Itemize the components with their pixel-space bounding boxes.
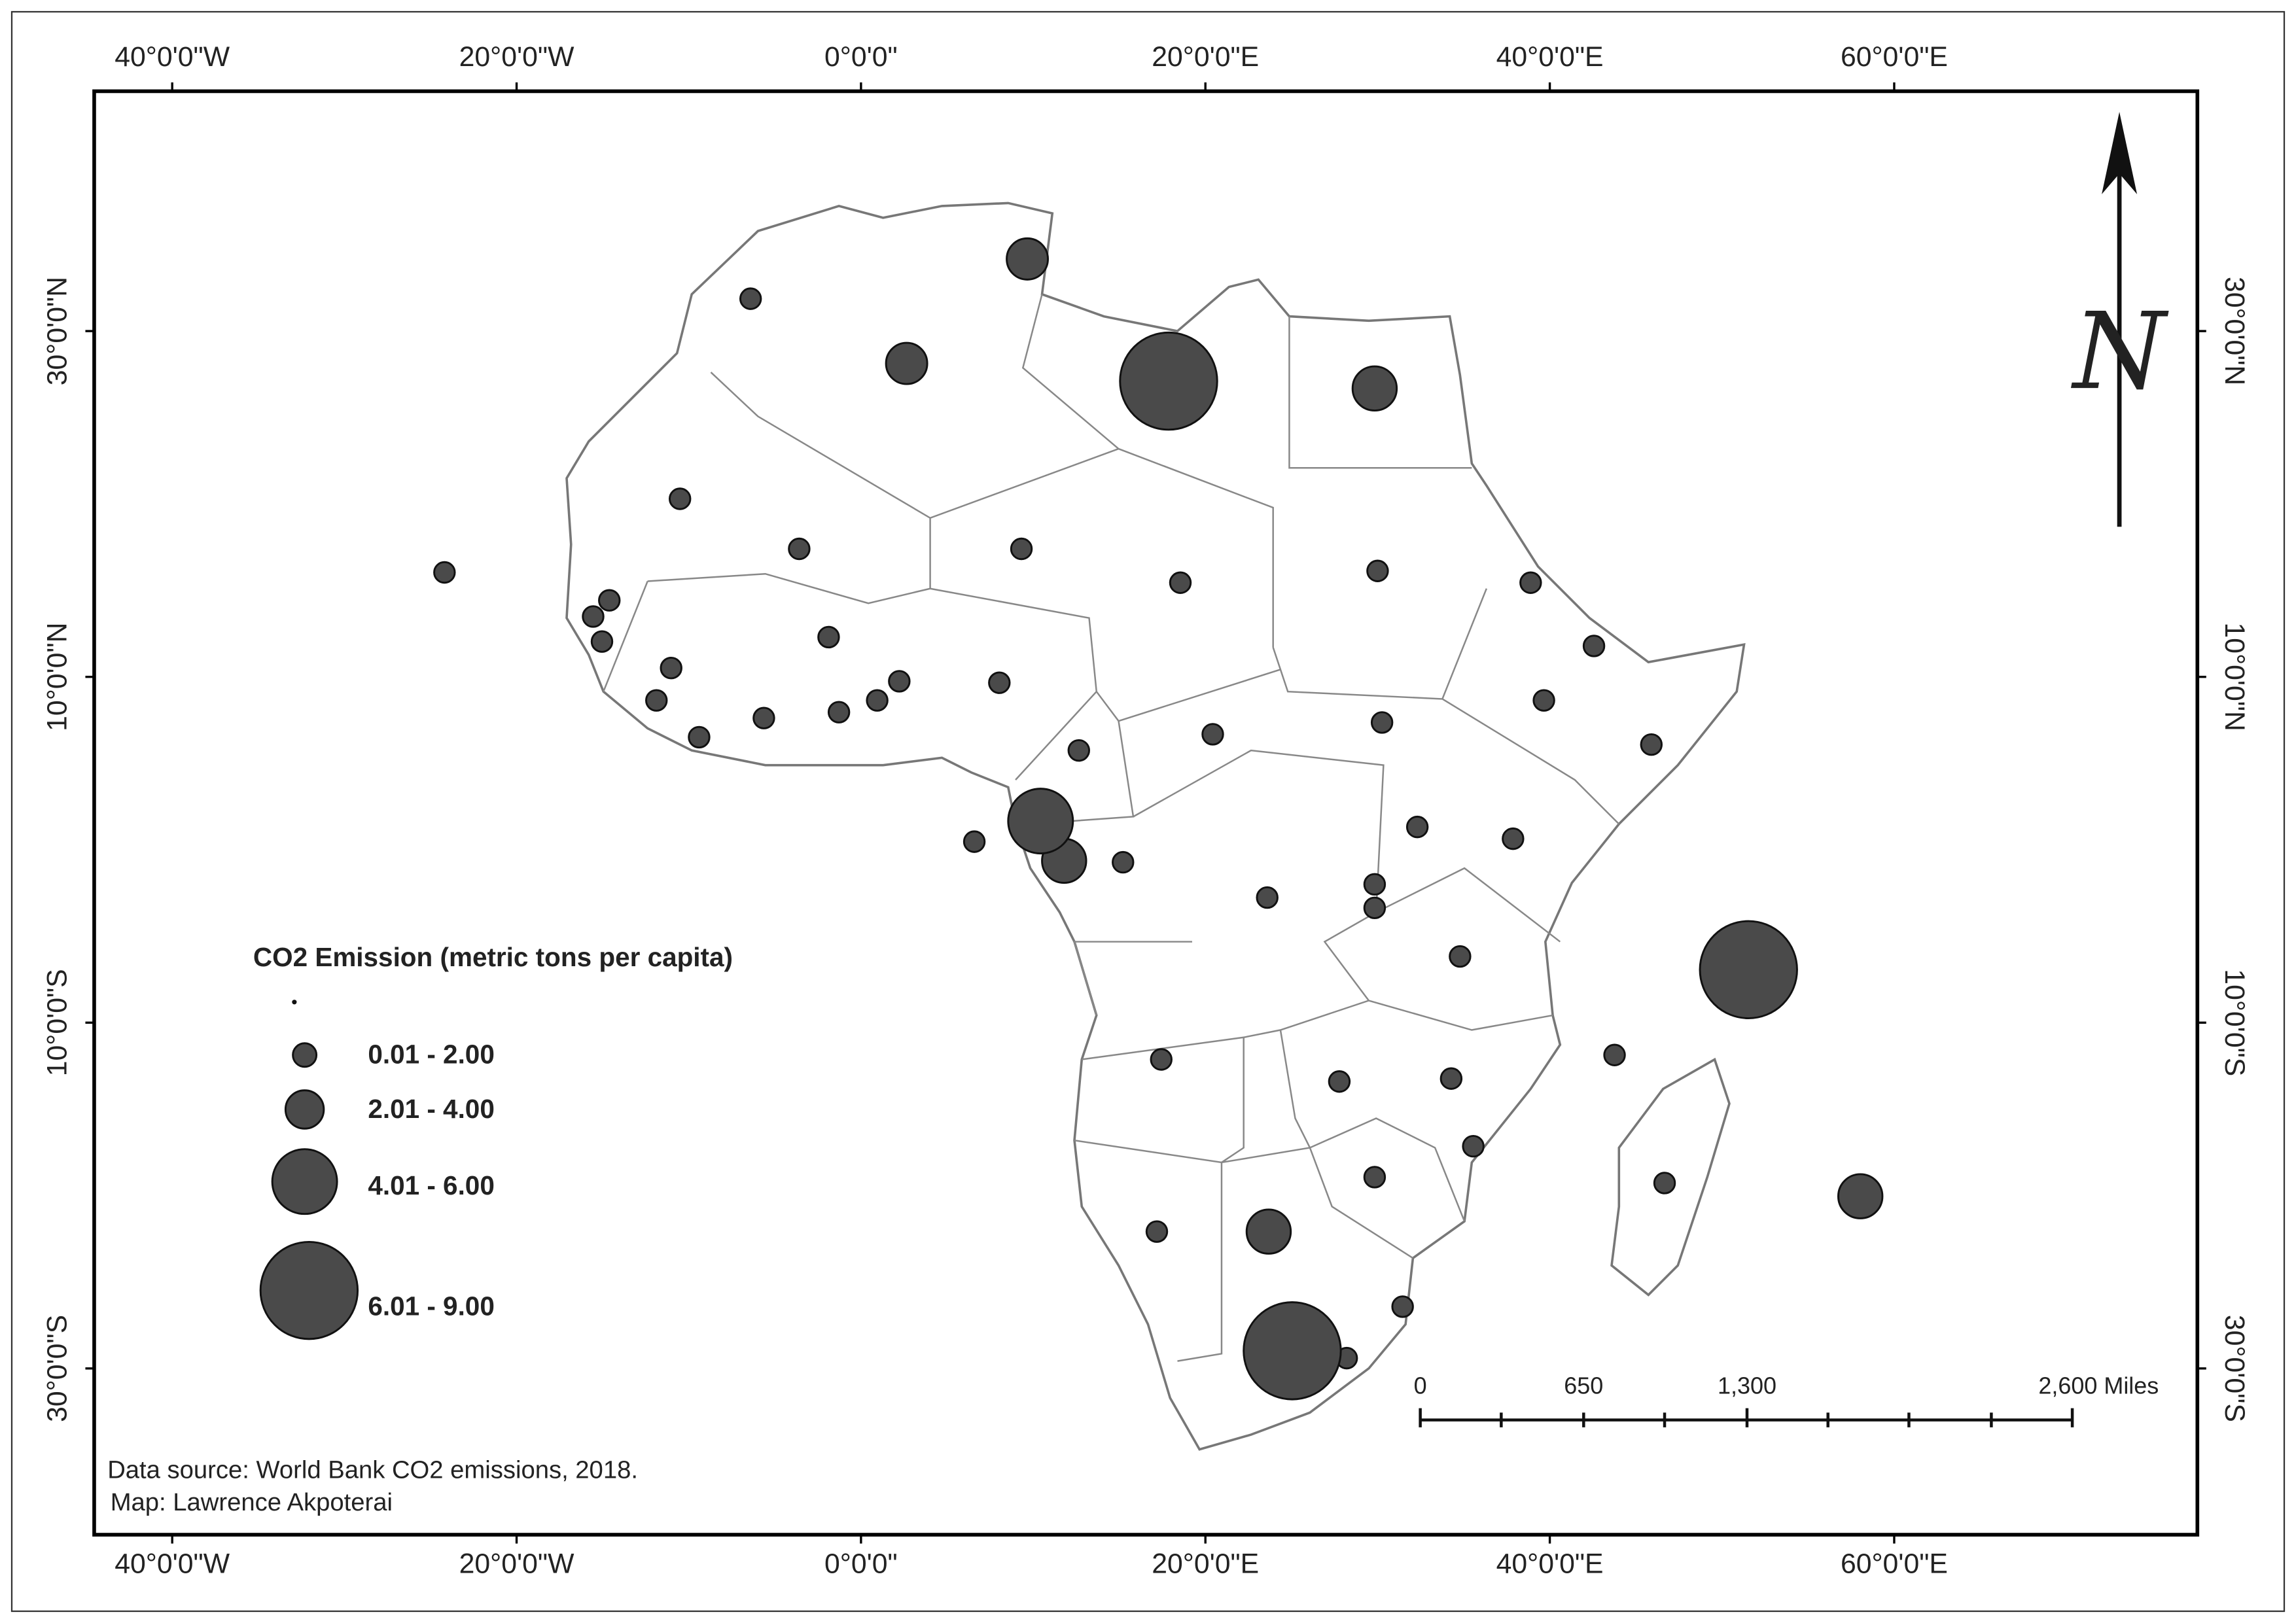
lon-label: 40°0'0"W: [115, 41, 230, 73]
symbol: [1256, 886, 1279, 909]
symbol: [1145, 1220, 1169, 1243]
lat-label: 10°0'0"N: [2219, 623, 2250, 731]
symbol: [1119, 331, 1218, 431]
symbol: [1243, 1301, 1342, 1401]
symbol: [1363, 1166, 1386, 1189]
symbol: [988, 671, 1011, 694]
symbol: [1150, 1048, 1173, 1071]
symbol: [433, 561, 456, 584]
symbol: [1391, 1295, 1414, 1318]
symbol: [1006, 237, 1050, 281]
symbol: [645, 689, 668, 712]
symbol: [1532, 689, 1555, 712]
symbol: [1653, 1172, 1676, 1195]
legend-symbol: [259, 1240, 359, 1340]
symbol: [1439, 1067, 1463, 1090]
symbol: [1007, 788, 1074, 855]
data-source: Data source: World Bank CO2 emissions, 2…: [107, 1456, 638, 1484]
lon-label: 40°0'0"E: [1496, 1548, 1604, 1580]
lon-label: 20°0'0"E: [1152, 41, 1259, 73]
symbol: [866, 689, 889, 712]
symbol: [1112, 850, 1135, 874]
symbol: [1370, 711, 1394, 734]
lat-label: 30°0'0"N: [2219, 277, 2250, 385]
symbol: [1351, 365, 1398, 412]
symbol: [582, 605, 605, 628]
lon-label: 40°0'0"E: [1496, 41, 1604, 73]
lon-label: 0°0'0": [824, 41, 898, 73]
map-author: Map: Lawrence Akpoterai: [111, 1488, 393, 1516]
lon-label: 0°0'0": [824, 1548, 898, 1580]
symbol: [1010, 537, 1033, 561]
lon-label: 20°0'0"W: [459, 1548, 574, 1580]
symbols: [433, 237, 1884, 1401]
lon-label: 60°0'0"E: [1841, 1548, 1948, 1580]
africa: [565, 201, 1746, 1451]
symbol: [1462, 1135, 1485, 1158]
lon-label: 60°0'0"E: [1841, 41, 1948, 73]
symbol: [1067, 739, 1090, 762]
lat-label: 10°0'0"N: [41, 623, 73, 731]
legend-title: CO2 Emission (metric tons per capita): [253, 942, 733, 972]
lat-label: 30°0'0"N: [41, 277, 73, 385]
lat-label: 30°0'0"S: [41, 1315, 73, 1422]
symbol: [598, 589, 621, 612]
legend-label: 6.01 - 9.00: [368, 1291, 495, 1321]
legend-label: 0.01 - 2.00: [368, 1039, 495, 1070]
scale-label: 1,300: [1718, 1372, 1776, 1399]
scale-label: 650: [1564, 1372, 1603, 1399]
scale-label: 2,600 Miles: [2038, 1372, 2159, 1399]
symbol: [788, 537, 811, 561]
symbol: [1328, 1070, 1351, 1093]
symbol: [668, 487, 692, 510]
legend-symbol: [292, 1042, 318, 1068]
symbol: [752, 707, 775, 729]
symbol: [963, 830, 986, 853]
scale-ticks: [1419, 1408, 2074, 1427]
lat-label: 10°0'0"S: [41, 969, 73, 1076]
symbol: [1363, 896, 1386, 920]
symbol: [1699, 920, 1798, 1019]
symbol: [590, 630, 614, 653]
lat-label: 30°0'0"S: [2219, 1315, 2250, 1422]
north-head: [2102, 111, 2138, 194]
legend-label: 2.01 - 4.00: [368, 1094, 495, 1124]
lon-label: 20°0'0"W: [459, 41, 574, 73]
symbol: [1640, 733, 1663, 756]
legend-dot: [292, 1000, 297, 1005]
lon-label: 40°0'0"W: [115, 1548, 230, 1580]
symbol: [1201, 723, 1224, 746]
north-arrow: N: [2070, 111, 2169, 527]
symbol: [885, 341, 928, 385]
legend-label: 4.01 - 6.00: [368, 1170, 495, 1200]
north-label: N: [2070, 290, 2169, 413]
scale-label: 0: [1414, 1372, 1427, 1399]
symbol: [1603, 1043, 1626, 1066]
symbol: [888, 670, 911, 693]
symbol: [1502, 827, 1525, 850]
legend-symbol: [284, 1089, 325, 1130]
symbol: [1366, 559, 1389, 582]
legend: CO2 Emission (metric tons per capita) 0.…: [253, 942, 733, 1340]
lat-label: 10°0'0"S: [2219, 969, 2250, 1076]
symbol: [688, 725, 711, 749]
symbol: [827, 701, 851, 724]
symbol: [1519, 571, 1542, 594]
symbol: [1837, 1173, 1884, 1219]
symbol: [1169, 571, 1192, 594]
lon-label: 20°0'0"E: [1152, 1548, 1259, 1580]
symbol: [660, 656, 682, 680]
symbol: [1449, 945, 1472, 968]
symbol: [739, 287, 762, 310]
legend-symbol: [271, 1148, 338, 1215]
symbol: [1245, 1208, 1292, 1255]
symbol: [1582, 635, 1606, 657]
symbol: [1363, 873, 1386, 896]
symbol: [1405, 815, 1429, 839]
symbol: [817, 625, 840, 649]
scale-bar: 0 650 1,300 2,600 Miles: [1414, 1372, 2159, 1427]
country-borders: [603, 294, 1620, 1362]
